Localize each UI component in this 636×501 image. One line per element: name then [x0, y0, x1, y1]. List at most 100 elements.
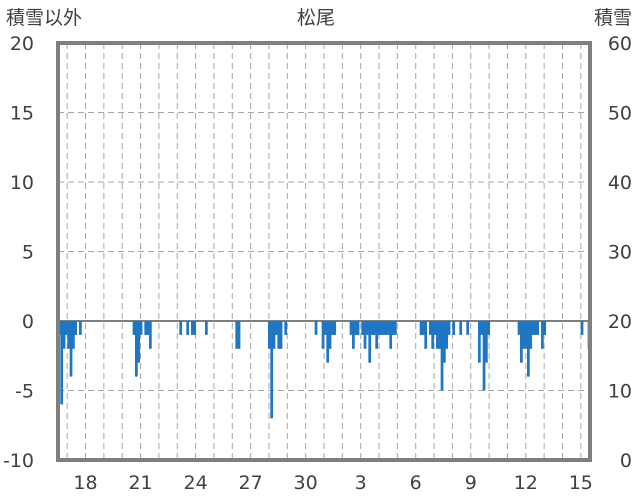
bar: [447, 321, 451, 335]
bar: [139, 321, 143, 335]
bar: [361, 321, 365, 335]
bar: [419, 321, 423, 335]
bar: [146, 321, 150, 335]
right-y-tick-label: 40: [608, 172, 632, 194]
right-y-tick-label: 30: [608, 242, 632, 264]
left-y-tick-label: 20: [10, 33, 34, 55]
bar: [580, 321, 584, 335]
bar: [487, 321, 491, 335]
bar: [62, 321, 66, 349]
bar: [373, 321, 376, 335]
x-tick-label: 9: [465, 472, 477, 494]
bar: [331, 321, 334, 335]
bar: [370, 321, 374, 335]
bar: [275, 321, 278, 335]
left-axis-label: 積雪以外: [6, 7, 82, 29]
left-y-tick-label: 10: [10, 172, 34, 194]
right-y-tick-label: 20: [608, 311, 632, 333]
bar: [438, 321, 442, 349]
right-y-tick-label: 0: [620, 450, 632, 472]
bar: [69, 321, 73, 377]
bar: [391, 321, 395, 335]
bar: [324, 321, 327, 335]
bar: [314, 321, 318, 335]
bar: [149, 321, 152, 349]
right-axis-label: 積雪: [594, 7, 632, 29]
bar: [443, 321, 446, 363]
bar: [375, 321, 379, 349]
bar: [135, 321, 138, 377]
x-tick-labels: 18 21 24 27 30 3 6 9 12 15: [73, 472, 592, 494]
bar: [424, 321, 428, 349]
bar: [235, 321, 239, 349]
bar: [543, 321, 547, 335]
bar: [541, 321, 544, 349]
left-y-tick-labels: 20 15 10 5 0 -5 -10: [3, 33, 34, 472]
bar: [482, 321, 486, 391]
bar: [389, 321, 393, 349]
bar: [352, 321, 355, 349]
x-tick-label: 27: [239, 472, 263, 494]
bar: [459, 321, 463, 335]
bar: [74, 321, 78, 335]
bar: [354, 321, 358, 335]
bar: [529, 321, 533, 349]
bar: [536, 321, 540, 335]
bar: [328, 321, 332, 349]
bar: [186, 321, 190, 335]
right-y-tick-labels: 60 50 40 30 20 10 0: [608, 33, 632, 472]
bar: [366, 321, 369, 335]
bar: [522, 321, 526, 349]
bar: [60, 321, 64, 405]
right-y-tick-label: 50: [608, 103, 632, 125]
bar: [132, 321, 136, 335]
bar: [277, 321, 281, 349]
bar: [279, 321, 283, 349]
bar: [452, 321, 456, 335]
x-tick-label: 30: [294, 472, 318, 494]
right-y-tick-label: 60: [608, 33, 632, 55]
bar: [422, 321, 425, 335]
bar: [272, 321, 276, 349]
bar: [380, 321, 383, 335]
bar: [445, 321, 449, 349]
x-tick-label: 24: [183, 472, 207, 494]
chart-title: 松尾: [297, 7, 335, 29]
bar: [205, 321, 208, 335]
grid: [58, 43, 590, 460]
bar: [431, 321, 435, 349]
bar: [382, 321, 386, 335]
left-y-tick-label: 0: [22, 311, 34, 333]
bar: [534, 321, 537, 335]
bar: [356, 321, 360, 335]
x-tick-label: 21: [128, 472, 152, 494]
bar: [270, 321, 274, 419]
bar: [284, 321, 288, 335]
x-tick-label: 6: [410, 472, 422, 494]
bar: [394, 321, 397, 335]
bar: [237, 321, 241, 349]
bar: [363, 321, 367, 349]
left-y-tick-label: 5: [22, 242, 34, 264]
left-y-tick-label: 15: [10, 103, 34, 125]
bar: [137, 321, 141, 363]
bar: [429, 321, 432, 335]
bars: [58, 321, 591, 419]
bar: [349, 321, 353, 335]
bar: [387, 321, 390, 335]
bar: [480, 321, 484, 335]
bar: [67, 321, 71, 349]
bar: [326, 321, 330, 363]
bar: [321, 321, 325, 349]
bar: [79, 321, 82, 335]
right-y-tick-label: 10: [608, 381, 632, 403]
bar: [179, 321, 183, 335]
bar: [333, 321, 337, 335]
bar: [485, 321, 488, 363]
bar: [524, 321, 528, 349]
bar: [527, 321, 530, 377]
bar: [144, 321, 148, 335]
bar: [384, 321, 388, 335]
plot-frame: [56, 41, 592, 462]
